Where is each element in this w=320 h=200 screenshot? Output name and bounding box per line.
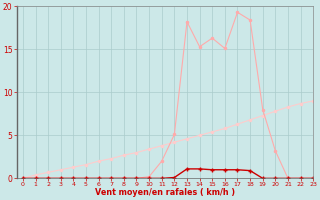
- X-axis label: Vent moyen/en rafales ( km/h ): Vent moyen/en rafales ( km/h ): [95, 188, 235, 197]
